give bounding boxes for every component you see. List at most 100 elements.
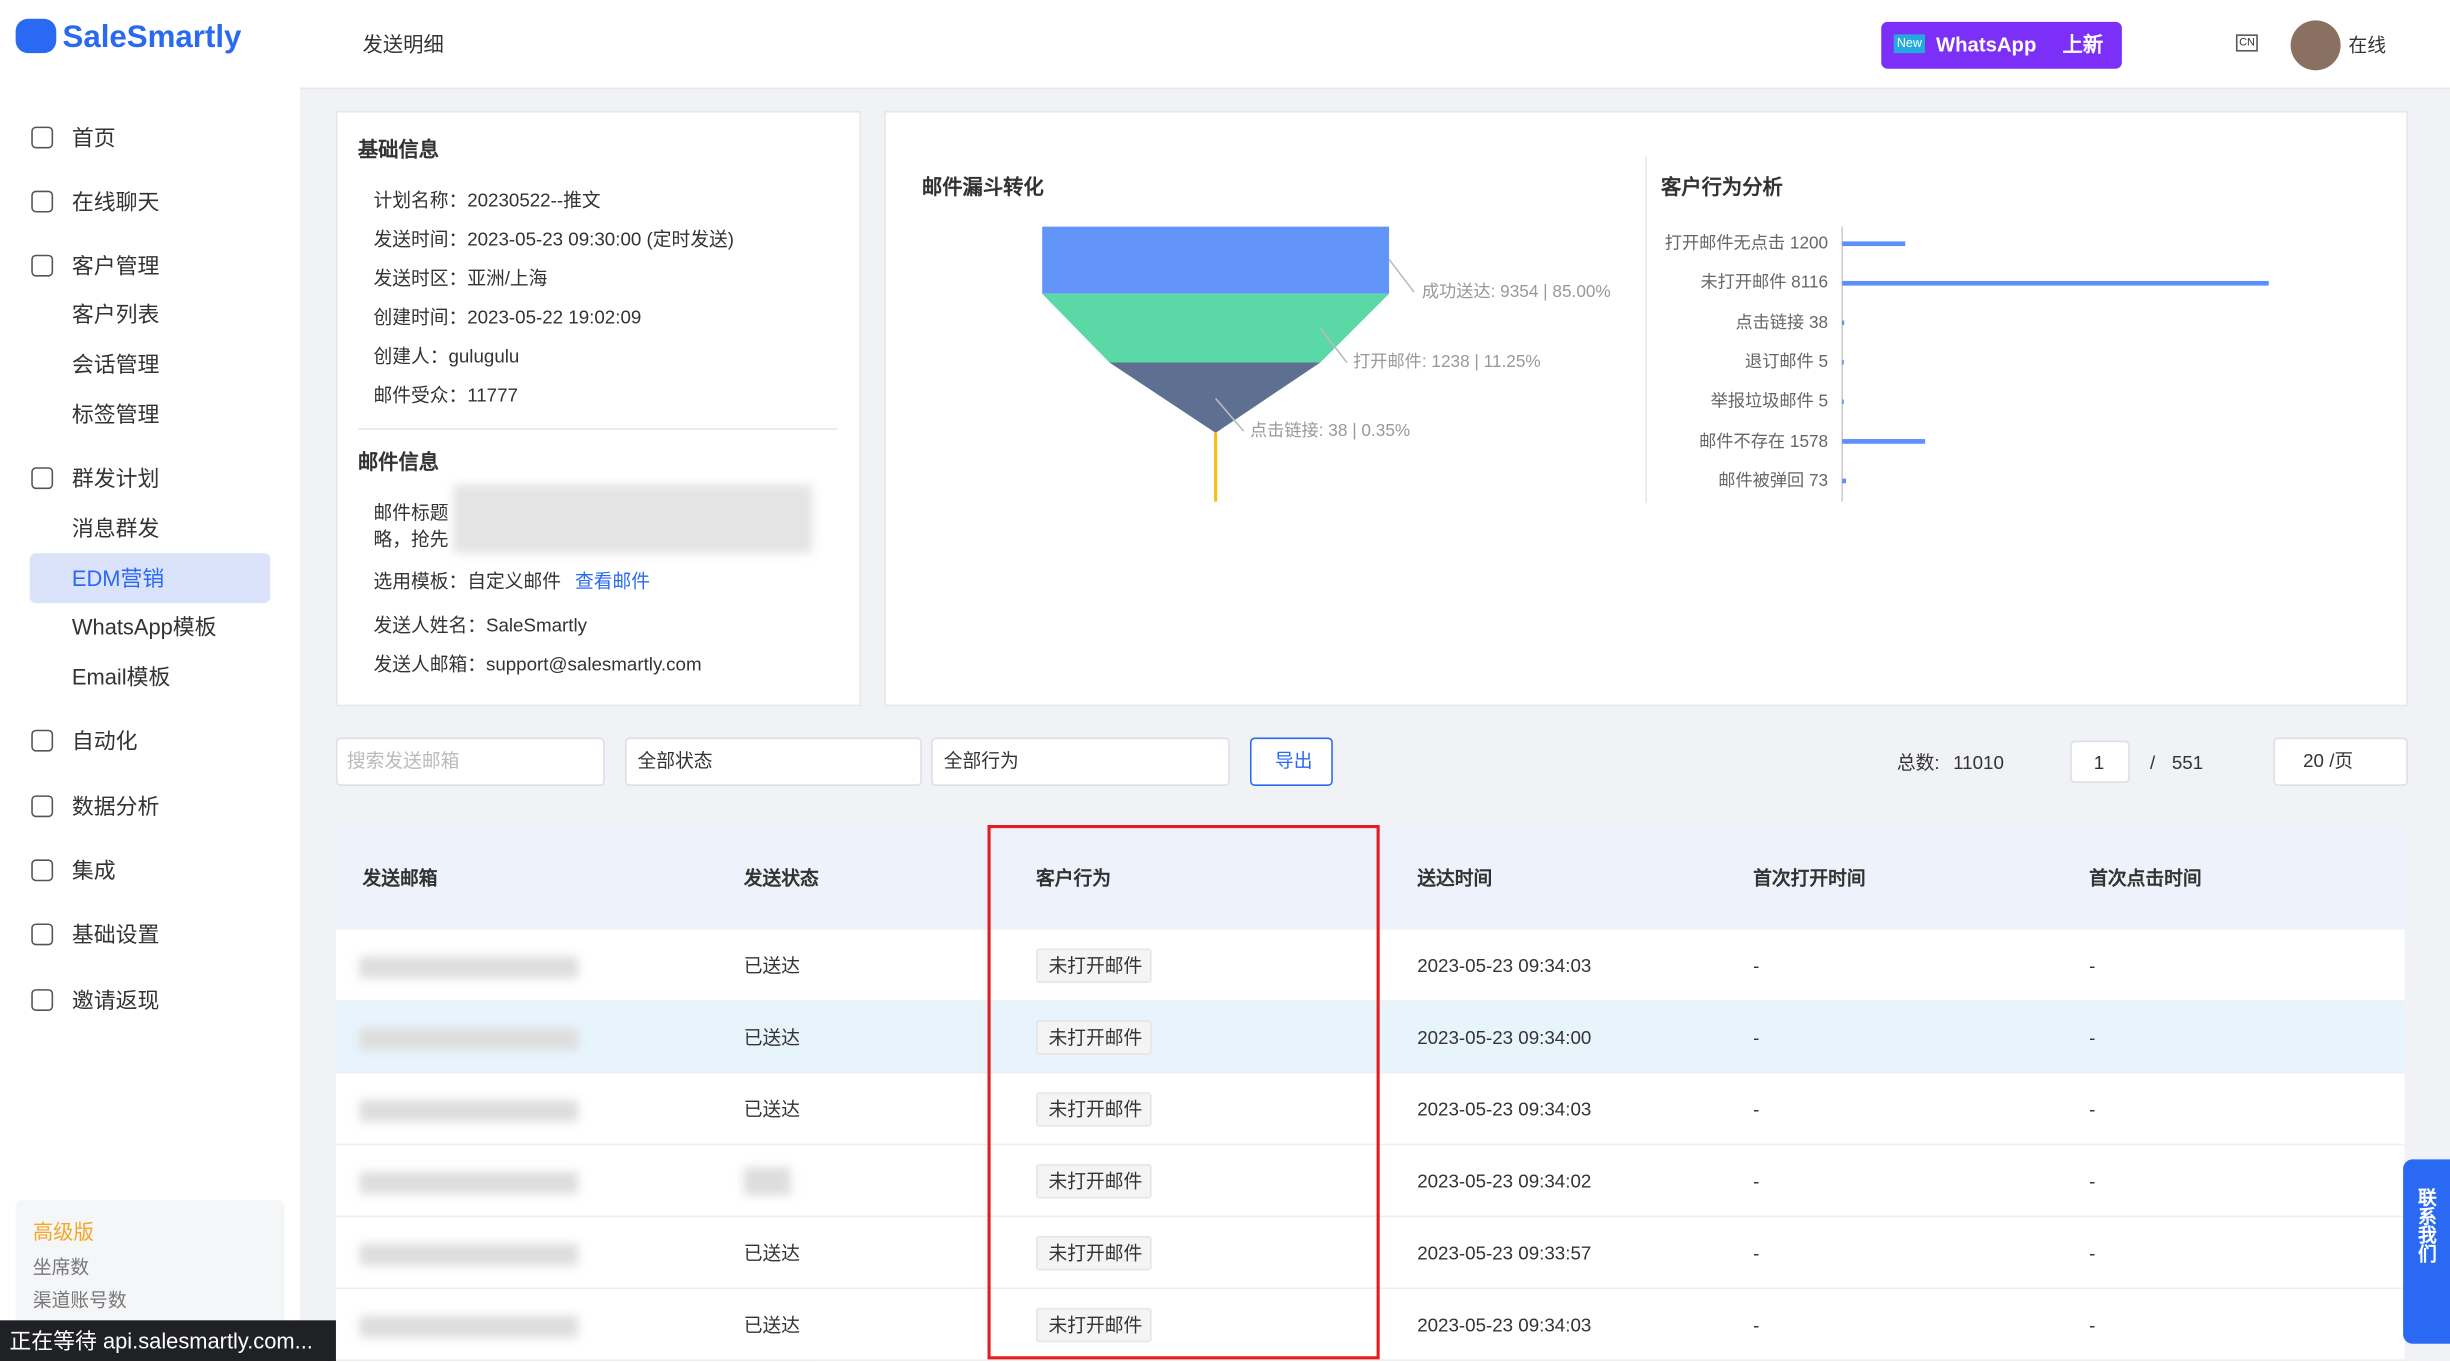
bar-label: 点击链接 38 — [1735, 313, 1829, 333]
cell: - — [2089, 1314, 2096, 1336]
funnel-stage — [1042, 226, 1390, 294]
cell: - — [2089, 954, 2096, 977]
menu-item[interactable]: 客户列表 — [71, 301, 160, 327]
menu-item[interactable]: 集成 — [71, 857, 116, 883]
chart-title: 邮件漏斗转化 — [921, 175, 1044, 199]
cell: - — [1753, 954, 1760, 977]
tag — [1035, 1164, 1152, 1199]
page-input[interactable] — [2070, 740, 2130, 783]
cell: 已送达 — [743, 1026, 801, 1049]
table-header — [335, 828, 2405, 930]
active-bg — [29, 553, 271, 604]
status-select[interactable] — [625, 737, 922, 786]
leader-line — [1319, 327, 1348, 363]
cell: 2023-05-23 09:34:00 — [1417, 1026, 1592, 1049]
bar — [1842, 280, 2269, 286]
cell: 2023-05-23 09:34:02 — [1417, 1170, 1592, 1193]
menu-icon — [31, 989, 54, 1011]
select-text: 全部行为 — [943, 750, 1019, 772]
total-value: 11010 — [1953, 751, 2004, 774]
column-header: 发送邮箱 — [362, 867, 438, 890]
tag — [1035, 1092, 1152, 1127]
link[interactable]: 查看邮件 — [575, 570, 651, 593]
page-size[interactable] — [2273, 737, 2408, 786]
cell: 已送达 — [743, 1242, 801, 1265]
menu-item[interactable]: 基础设置 — [71, 921, 160, 947]
menu-icon — [31, 795, 54, 818]
cell: - — [1753, 1242, 1760, 1265]
column-header: 送达时间 — [1417, 867, 1493, 890]
bar-label: 邮件被弹回 73 — [1718, 471, 1829, 491]
menu-item[interactable]: 首页 — [71, 125, 116, 150]
info-field: 发送人姓名：SaleSmartly — [373, 614, 588, 636]
divider — [1645, 156, 1647, 504]
cell: - — [2089, 1098, 2096, 1121]
bar-label: 打开邮件无点击 1200 — [1664, 234, 1829, 254]
contact-tab[interactable] — [2403, 1159, 2450, 1344]
bar — [1842, 360, 1844, 365]
menu-icon — [31, 190, 54, 213]
user-status[interactable]: 在线 — [2348, 34, 2386, 57]
info-field: 发送时区：亚洲/上海 — [373, 267, 548, 290]
column-header: 首次打开时间 — [1753, 867, 1866, 890]
tag — [1035, 1235, 1152, 1271]
avatar — [2290, 20, 2341, 71]
behavior-select[interactable] — [931, 737, 1230, 786]
behavior-tag: 未打开邮件 — [1048, 1242, 1143, 1265]
blurred-email — [359, 1243, 579, 1266]
menu-item[interactable]: 客户管理 — [71, 253, 160, 279]
chart-title: 客户行为分析 — [1660, 175, 1783, 199]
menu-icon — [31, 254, 54, 277]
column-header: 客户行为 — [1035, 867, 1111, 890]
funnel-label: 点击链接: 38 | 0.35% — [1250, 421, 1411, 441]
blurred-email — [359, 1028, 579, 1050]
cell: - — [1753, 1026, 1760, 1049]
lang[interactable]: CN — [2235, 34, 2259, 52]
menu-item[interactable]: Email模板 — [71, 664, 171, 690]
bar — [1842, 320, 1845, 326]
info-field: 发送人邮箱：support@salesmartly.com — [373, 653, 702, 675]
menu-item[interactable]: 标签管理 — [71, 401, 160, 427]
row-divider — [335, 1359, 2405, 1361]
menu-item[interactable]: WhatsApp模板 — [71, 614, 217, 640]
export-button[interactable] — [1250, 737, 1333, 786]
menu-item[interactable]: 消息群发 — [71, 515, 160, 541]
badge-new: New — [1893, 34, 1926, 54]
page-current: 1 — [2093, 751, 2105, 774]
bar — [1842, 478, 1847, 484]
cell: 2023-05-23 09:34:03 — [1417, 954, 1592, 977]
plan-box — [15, 1200, 285, 1329]
menu-item[interactable]: 会话管理 — [71, 351, 160, 377]
cell: 已送达 — [743, 954, 801, 977]
blurred-email — [359, 1100, 579, 1122]
page-size-text: 20 /页 — [2303, 750, 2354, 772]
menu-item[interactable]: 数据分析 — [71, 793, 160, 819]
cell: - — [2089, 1026, 2096, 1049]
search-input[interactable] — [335, 737, 605, 786]
menu-item[interactable]: 邀请返现 — [71, 987, 160, 1013]
cell: - — [2089, 1242, 2096, 1265]
menu-item[interactable]: EDM营销 — [71, 565, 165, 591]
breadcrumb: 发送明细 — [362, 32, 444, 57]
menu-icon — [31, 859, 54, 882]
funnel-stage — [1042, 293, 1390, 363]
button-text[interactable]: 导出 — [1275, 750, 1313, 772]
cell: 2023-05-23 09:34:03 — [1417, 1314, 1592, 1336]
plan-name: 高级版 — [32, 1220, 94, 1244]
menu-item[interactable]: 群发计划 — [71, 465, 160, 491]
menu-item[interactable]: 在线聊天 — [71, 189, 160, 215]
leader-line — [1215, 397, 1245, 432]
contact-text: 联系我们 — [2415, 1187, 2438, 1263]
row-divider — [335, 1071, 2405, 1074]
bar — [1842, 241, 1906, 247]
menu-item[interactable]: 自动化 — [71, 728, 138, 754]
bar — [1842, 439, 1926, 444]
menu-icon — [31, 126, 54, 149]
info-field: 创建时间：2023-05-22 19:02:09 — [373, 306, 642, 329]
bar-label: 邮件不存在 1578 — [1699, 432, 1829, 451]
section-title: 基础信息 — [357, 137, 440, 161]
menu-icon — [31, 467, 54, 490]
cell: - — [1753, 1170, 1760, 1193]
behavior-tag: 未打开邮件 — [1048, 954, 1143, 977]
